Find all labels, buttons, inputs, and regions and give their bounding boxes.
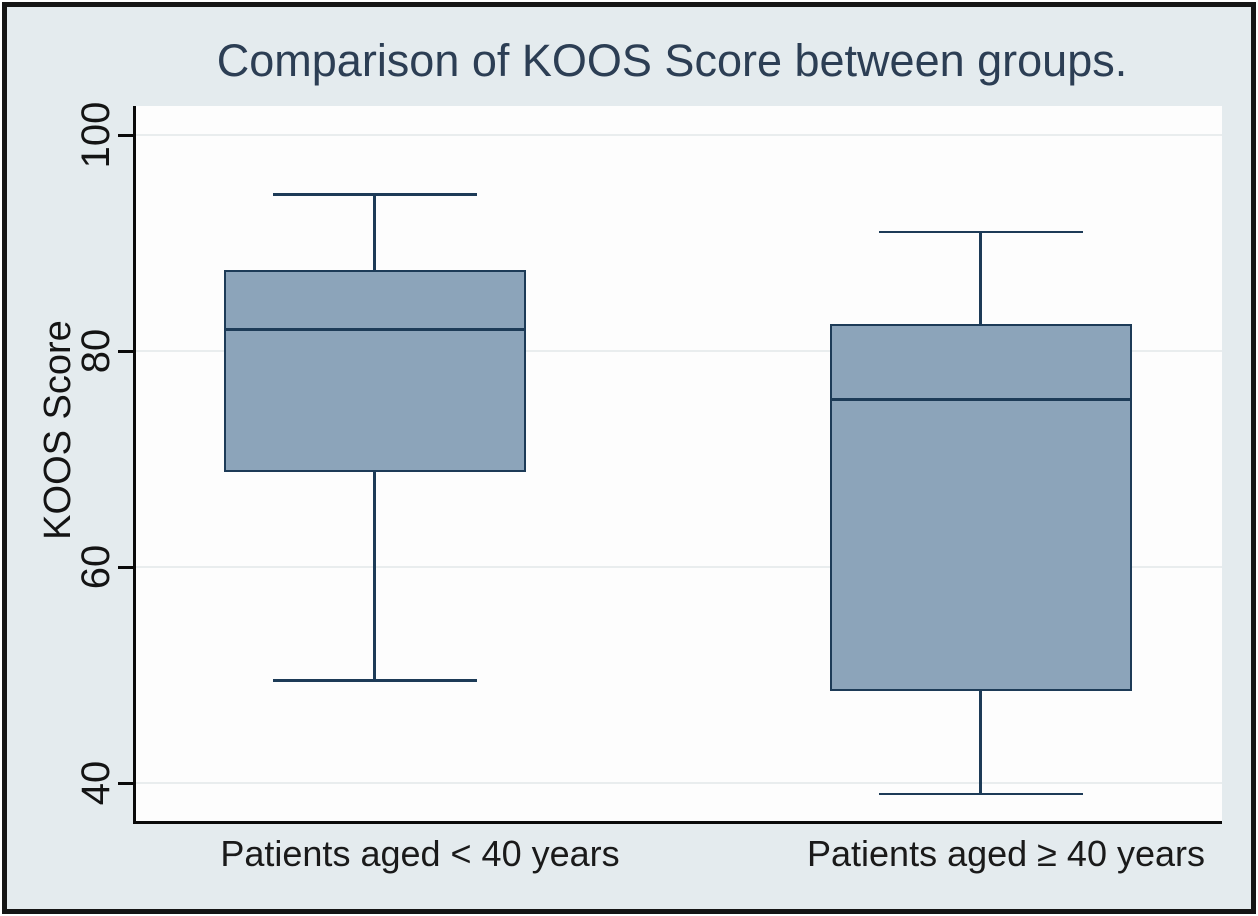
whisker-upper-cap-over-40 [878, 230, 1083, 234]
whisker-upper-stem-over-40 [979, 232, 982, 324]
whisker-upper-cap-under-40 [272, 193, 477, 196]
category-label-over-40: Patients aged ≥ 40 years [806, 833, 1206, 874]
gridline-80 [136, 350, 1222, 352]
chart-title: Comparison of KOOS Score between groups. [216, 35, 1128, 86]
whisker-lower-cap-under-40 [272, 679, 477, 682]
gridline-40 [136, 782, 1222, 784]
y-tick-mark-100 [118, 133, 134, 137]
y-tick-mark-40 [118, 781, 134, 785]
median-line-under-40 [223, 328, 526, 331]
gridline-60 [136, 566, 1222, 568]
x-axis-line [133, 821, 1222, 824]
y-tick-mark-60 [118, 565, 134, 569]
box-over-40 [829, 324, 1132, 692]
median-line-over-40 [829, 398, 1132, 401]
gridline-100 [136, 134, 1222, 136]
whisker-lower-cap-over-40 [878, 792, 1083, 796]
y-tick-label-80: 80 [74, 328, 118, 374]
whisker-lower-stem-over-40 [979, 691, 982, 794]
category-label-under-40: Patients aged < 40 years [220, 833, 620, 874]
y-tick-label-100: 100 [74, 101, 118, 169]
y-axis-line [133, 106, 136, 824]
whisker-lower-stem-under-40 [373, 471, 376, 681]
whisker-upper-stem-under-40 [373, 194, 376, 270]
y-tick-mark-80 [118, 349, 134, 353]
y-tick-label-60: 60 [74, 544, 118, 590]
y-tick-label-40: 40 [74, 760, 118, 806]
box-under-40 [223, 270, 526, 472]
y-axis-title: KOOS Score [37, 320, 79, 540]
